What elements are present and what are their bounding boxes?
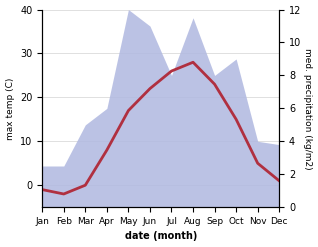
Y-axis label: med. precipitation (kg/m2): med. precipitation (kg/m2) [303, 48, 313, 169]
Y-axis label: max temp (C): max temp (C) [5, 77, 15, 140]
X-axis label: date (month): date (month) [125, 231, 197, 242]
